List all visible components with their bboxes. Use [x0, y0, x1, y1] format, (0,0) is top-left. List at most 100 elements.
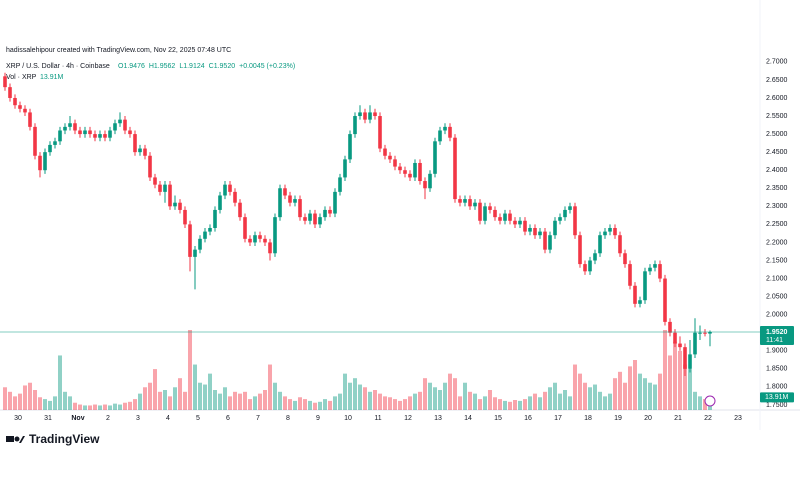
candle-body [43, 152, 47, 171]
volume-bar [243, 391, 247, 410]
candle-body [38, 155, 42, 171]
volume-bar [153, 369, 157, 410]
candle-body [78, 130, 82, 135]
volume-bar [373, 390, 377, 410]
volume-bar [483, 396, 487, 410]
volume-bar [293, 400, 297, 410]
candle-body [178, 202, 182, 210]
volume-bar [378, 393, 382, 410]
candle-body [588, 260, 592, 272]
y-tick-label: 2.3500 [766, 185, 788, 192]
volume-bar [273, 382, 277, 410]
volume-bar [318, 401, 322, 410]
candle-body [683, 347, 687, 369]
y-tick-label: 1.8000 [766, 384, 788, 391]
candle-body [548, 235, 552, 250]
volume-bar [413, 393, 417, 410]
volume-bar [118, 404, 122, 410]
volume-bar [423, 378, 427, 410]
candle-body [473, 202, 477, 207]
brand-logo [6, 436, 25, 443]
x-tick-label: 22 [704, 415, 712, 422]
volume-bar [48, 400, 52, 410]
candle-body [698, 332, 702, 334]
candle-body [523, 220, 527, 232]
volume-bar [78, 404, 82, 410]
candle-body [358, 112, 362, 117]
candle-body [398, 166, 402, 171]
candle-body [173, 202, 177, 207]
volume-bar [248, 399, 252, 410]
volume-bar [138, 393, 142, 410]
volume-bar [303, 399, 307, 410]
volume-bar [268, 364, 272, 410]
x-tick-label: 30 [14, 415, 22, 422]
volume-bar [703, 399, 707, 410]
y-tick-label: 2.1000 [766, 275, 788, 282]
volume-value: 13.91M [40, 74, 64, 81]
x-tick-label: 4 [166, 415, 170, 422]
candle-body [568, 206, 572, 210]
volume-bar [168, 396, 172, 410]
candle-body [663, 278, 667, 322]
volume-bar [523, 399, 527, 410]
volume-bar [428, 382, 432, 410]
candle-body [708, 331, 712, 334]
candle-body [273, 217, 277, 254]
volume-bar [688, 369, 692, 410]
candle-body [58, 130, 62, 142]
x-tick-label: 17 [554, 415, 562, 422]
volume-bar [218, 393, 222, 410]
candle-body [223, 184, 227, 196]
candle-body [253, 235, 257, 243]
volume-bar [578, 373, 582, 410]
volume-bar [103, 404, 107, 410]
volume-bar [673, 341, 677, 410]
volume-bar [233, 391, 237, 410]
candle-body [648, 267, 652, 272]
candle-body [508, 213, 512, 221]
volume-bar [448, 373, 452, 410]
volume-bar [513, 400, 517, 410]
candle-body [678, 343, 682, 348]
legend-value: +0.0045 (+0.23%) [239, 63, 295, 70]
candle-body [578, 235, 582, 265]
candle-body [673, 332, 677, 344]
volume-bar [538, 397, 542, 410]
candle-body [393, 159, 397, 167]
candle-body [688, 354, 692, 369]
candle-body [98, 134, 102, 138]
x-tick-label: 19 [614, 415, 622, 422]
legend-value: C1.9520 [209, 63, 236, 70]
price-tag: 1.9520 [766, 329, 788, 336]
candle-body [193, 249, 197, 257]
volume-bar [683, 364, 687, 410]
y-tick-label: 1.8500 [766, 366, 788, 373]
volume-bar [143, 387, 147, 410]
candle-body [658, 264, 662, 279]
candle-body [213, 209, 217, 228]
volume-bar [528, 396, 532, 410]
candle-body [583, 264, 587, 272]
volume-bar [368, 391, 372, 410]
volume-bar [58, 355, 62, 410]
volume-bar [323, 399, 327, 410]
volume-bar [698, 396, 702, 410]
candle-body [543, 231, 547, 250]
x-tick-label: 16 [524, 415, 532, 422]
candle-body [413, 162, 417, 178]
volume-bar [158, 391, 162, 410]
candle-body [528, 227, 532, 232]
candle-body [103, 134, 107, 138]
volume-bar [568, 396, 572, 410]
candle-body [158, 184, 162, 192]
volume-bar [108, 405, 112, 410]
volume-bar [508, 401, 512, 410]
volume-bar [18, 393, 22, 410]
candle-body [13, 97, 17, 106]
candle-body [458, 199, 462, 203]
volume-bar [13, 396, 17, 410]
volume-bar [178, 378, 182, 410]
candle-body [258, 235, 262, 239]
candle-body [218, 195, 222, 210]
